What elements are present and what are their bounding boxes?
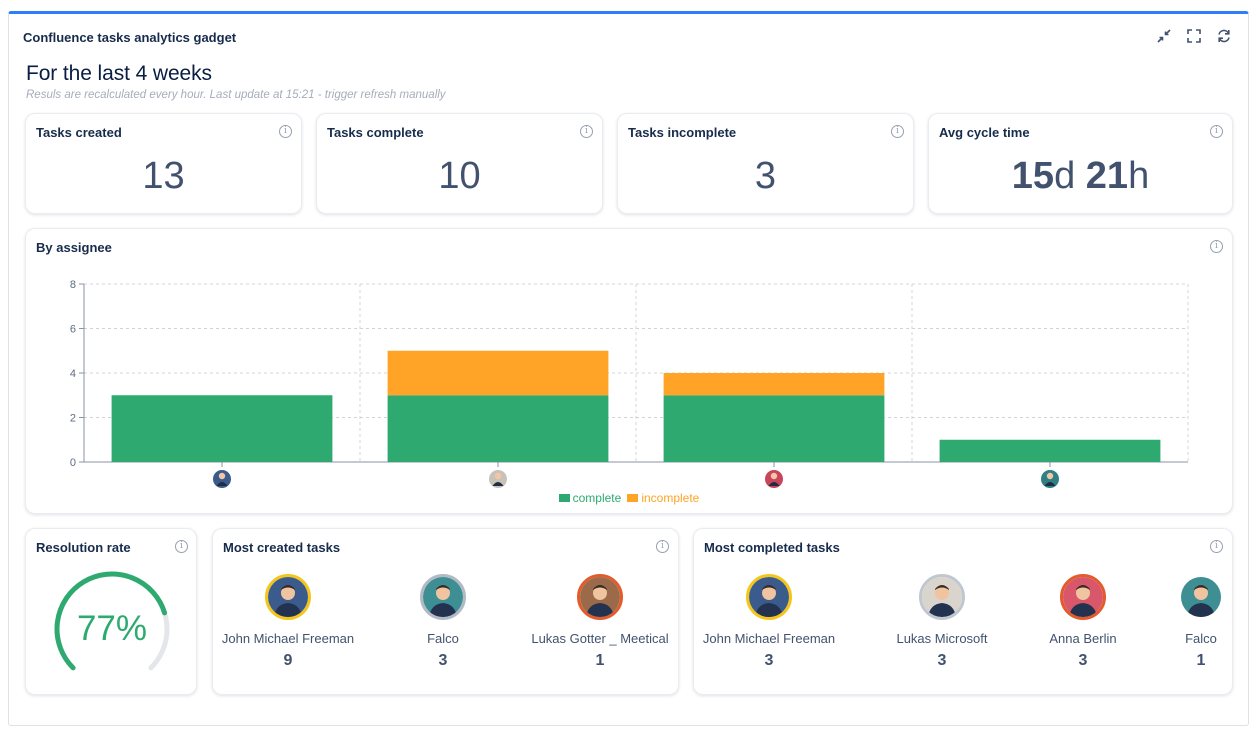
info-icon[interactable]: i — [175, 540, 188, 553]
assignee-avatar[interactable] — [213, 470, 231, 488]
person-item: Lukas Microsoft 3 — [857, 574, 1027, 670]
person-count: 3 — [937, 652, 947, 669]
person-count: 3 — [1078, 652, 1088, 669]
legend-swatch-incomplete — [627, 494, 639, 502]
person-item: Anna Berlin 3 — [998, 574, 1168, 670]
person-name: John Michael Freeman — [221, 631, 355, 646]
tasks-complete-value: 10 — [438, 155, 481, 197]
bar-complete[interactable] — [111, 395, 333, 462]
page-title: For the last 4 weeks — [26, 62, 212, 85]
most-created-card: Most created tasks i John Michael Freema… — [212, 528, 679, 695]
info-icon[interactable]: i — [279, 125, 292, 138]
person-name: Lukas Microsoft — [896, 631, 988, 646]
bar-complete[interactable] — [663, 395, 885, 462]
cycle-days: 15 — [1011, 155, 1055, 197]
y-tick-label: 8 — [70, 279, 76, 291]
assignee-bar-chart: 0 2 4 6 8 — [70, 279, 1189, 488]
person-count: 3 — [764, 652, 774, 669]
card-title: Resolution rate — [36, 540, 131, 555]
avg-cycle-time-card: Avg cycle time i 15d 21h — [928, 113, 1233, 214]
y-tick-label: 4 — [70, 368, 76, 380]
card-title: Tasks complete — [327, 125, 424, 140]
analytics-gadget: Confluence tasks analytics gadget For th… — [8, 11, 1249, 726]
avatar[interactable] — [1178, 574, 1224, 620]
gadget-toolbar — [1156, 28, 1232, 44]
avg-cycle-time-value: 15d 21h — [929, 155, 1232, 198]
bar-complete[interactable] — [387, 395, 609, 462]
info-icon[interactable]: i — [1210, 240, 1223, 253]
assignee-avatar[interactable] — [765, 470, 783, 488]
chart-title: By assignee — [36, 240, 112, 255]
y-tick-label: 2 — [70, 413, 76, 425]
card-title: Most created tasks — [223, 540, 341, 555]
avatar[interactable] — [746, 574, 792, 620]
person-count: 1 — [595, 652, 605, 669]
legend-swatch-complete — [558, 494, 570, 502]
most-completed-card: Most completed tasks i John Michael Free… — [693, 528, 1233, 695]
person-item: Falco 1 — [1116, 574, 1232, 670]
tasks-complete-card: Tasks complete i 10 — [316, 113, 603, 214]
tasks-incomplete-value: 3 — [754, 155, 777, 197]
resolution-rate-value: 77% — [76, 609, 148, 648]
legend-complete[interactable]: complete — [558, 491, 622, 505]
y-tick-label: 6 — [70, 324, 76, 336]
info-icon[interactable]: i — [656, 540, 669, 553]
person-item: John Michael Freeman 9 — [203, 574, 373, 670]
avatar[interactable] — [265, 574, 311, 620]
avatar[interactable] — [1060, 574, 1106, 620]
card-title: Avg cycle time — [939, 125, 1030, 140]
info-icon[interactable]: i — [1210, 125, 1223, 138]
tasks-created-card: Tasks created i 13 — [25, 113, 302, 214]
fullscreen-icon[interactable] — [1186, 28, 1202, 44]
person-name: Lukas Gotter _ Meetical — [531, 631, 669, 646]
minimize-icon[interactable] — [1156, 28, 1172, 44]
avatar[interactable] — [919, 574, 965, 620]
card-title: Tasks incomplete — [628, 125, 737, 140]
refresh-icon[interactable] — [1216, 28, 1232, 44]
gadget-title: Confluence tasks analytics gadget — [23, 30, 237, 45]
assignee-avatar[interactable] — [1041, 470, 1059, 488]
person-item: John Michael Freeman 3 — [694, 574, 854, 670]
person-count: 1 — [1196, 652, 1206, 669]
info-icon[interactable]: i — [891, 125, 904, 138]
person-name: Falco — [427, 631, 459, 646]
person-count: 9 — [283, 652, 293, 669]
chart-legend: complete incomplete — [26, 491, 1232, 505]
person-item: Lukas Gotter _ Meetical 1 — [515, 574, 685, 670]
person-item: Falco 3 — [358, 574, 528, 670]
legend-label-incomplete: incomplete — [641, 491, 700, 505]
card-title: Most completed tasks — [704, 540, 840, 555]
bar-incomplete[interactable] — [387, 350, 609, 396]
info-icon[interactable]: i — [1210, 540, 1223, 553]
refresh-note[interactable]: Resuls are recalculated every hour. Last… — [26, 89, 446, 101]
cycle-hours: 21 — [1085, 155, 1129, 197]
resolution-gauge — [54, 571, 170, 671]
assignee-avatar[interactable] — [489, 470, 507, 488]
person-count: 3 — [438, 652, 448, 669]
cycle-hours-unit: h — [1128, 155, 1150, 197]
bar-complete[interactable] — [939, 439, 1161, 462]
by-assignee-card: By assignee i 0 2 4 6 8 complete incomplete — [25, 228, 1233, 514]
person-name: Anna Berlin — [1049, 631, 1117, 646]
tasks-created-value: 13 — [142, 155, 185, 197]
person-name: John Michael Freeman — [702, 631, 836, 646]
card-title: Tasks created — [36, 125, 122, 140]
person-name: Falco — [1185, 631, 1217, 646]
avatar[interactable] — [420, 574, 466, 620]
bar-incomplete[interactable] — [663, 373, 885, 396]
legend-incomplete[interactable]: incomplete — [627, 491, 699, 505]
resolution-rate-card: Resolution rate i 77% — [25, 528, 197, 695]
avatar[interactable] — [577, 574, 623, 620]
y-tick-label: 0 — [70, 457, 76, 469]
gauge-fill — [54, 571, 168, 671]
cycle-days-unit: d — [1054, 155, 1076, 197]
legend-label-complete: complete — [572, 491, 622, 505]
tasks-incomplete-card: Tasks incomplete i 3 — [617, 113, 914, 214]
info-icon[interactable]: i — [580, 125, 593, 138]
